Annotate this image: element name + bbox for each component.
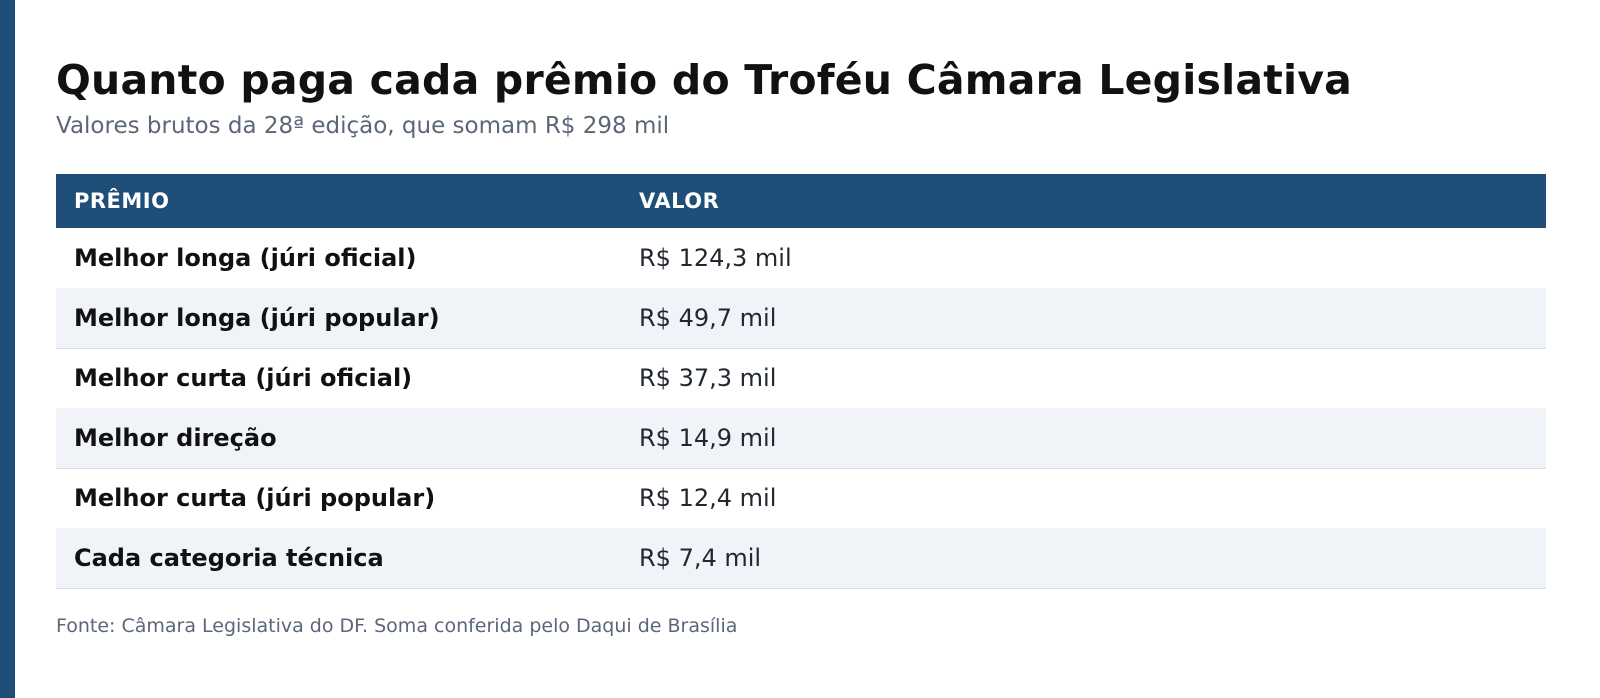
cell-valor: R$ 14,9 mil xyxy=(621,408,1546,469)
accent-bar xyxy=(0,0,15,698)
source-note: Fonte: Câmara Legislativa do DF. Soma co… xyxy=(56,614,738,637)
table-row: Melhor longa (júri popular) R$ 49,7 mil xyxy=(56,288,1546,349)
cell-valor: R$ 37,3 mil xyxy=(639,364,777,393)
cell-premio: Melhor longa (júri oficial) xyxy=(74,244,417,272)
cell-premio: Melhor longa (júri popular) xyxy=(56,288,621,349)
prize-table: PRÊMIO VALOR Melhor longa (júri oficial)… xyxy=(56,174,1546,589)
table-header-row: PRÊMIO VALOR xyxy=(56,174,1546,228)
cell-valor: R$ 12,4 mil xyxy=(639,484,777,513)
cell-valor: R$ 124,3 mil xyxy=(639,244,792,272)
column-header-valor: VALOR xyxy=(639,189,720,213)
table-body: Melhor longa (júri oficial) R$ 124,3 mil… xyxy=(56,228,1546,589)
page-title: Quanto paga cada prêmio do Troféu Câmara… xyxy=(56,56,1353,104)
cell-premio: Melhor curta (júri oficial) xyxy=(74,364,413,393)
table-row: Melhor curta (júri popular) R$ 12,4 mil xyxy=(56,468,1546,528)
table-row: Cada categoria técnica R$ 7,4 mil xyxy=(56,528,1546,589)
cell-premio: Cada categoria técnica xyxy=(56,528,621,589)
column-header-premio: PRÊMIO xyxy=(74,189,170,213)
table-row: Melhor curta (júri oficial) R$ 37,3 mil xyxy=(56,348,1546,408)
table-row: Melhor longa (júri oficial) R$ 124,3 mil xyxy=(56,228,1546,288)
page-subtitle: Valores brutos da 28ª edição, que somam … xyxy=(56,113,670,139)
cell-valor: R$ 49,7 mil xyxy=(621,288,1546,349)
cell-premio: Melhor direção xyxy=(56,408,621,469)
article-table-card: Quanto paga cada prêmio do Troféu Câmara… xyxy=(56,52,1546,639)
table-header: PRÊMIO VALOR xyxy=(56,174,1546,228)
cell-premio: Melhor curta (júri popular) xyxy=(74,484,436,513)
table-row: Melhor direção R$ 14,9 mil xyxy=(56,408,1546,469)
cell-valor: R$ 7,4 mil xyxy=(621,528,1546,589)
